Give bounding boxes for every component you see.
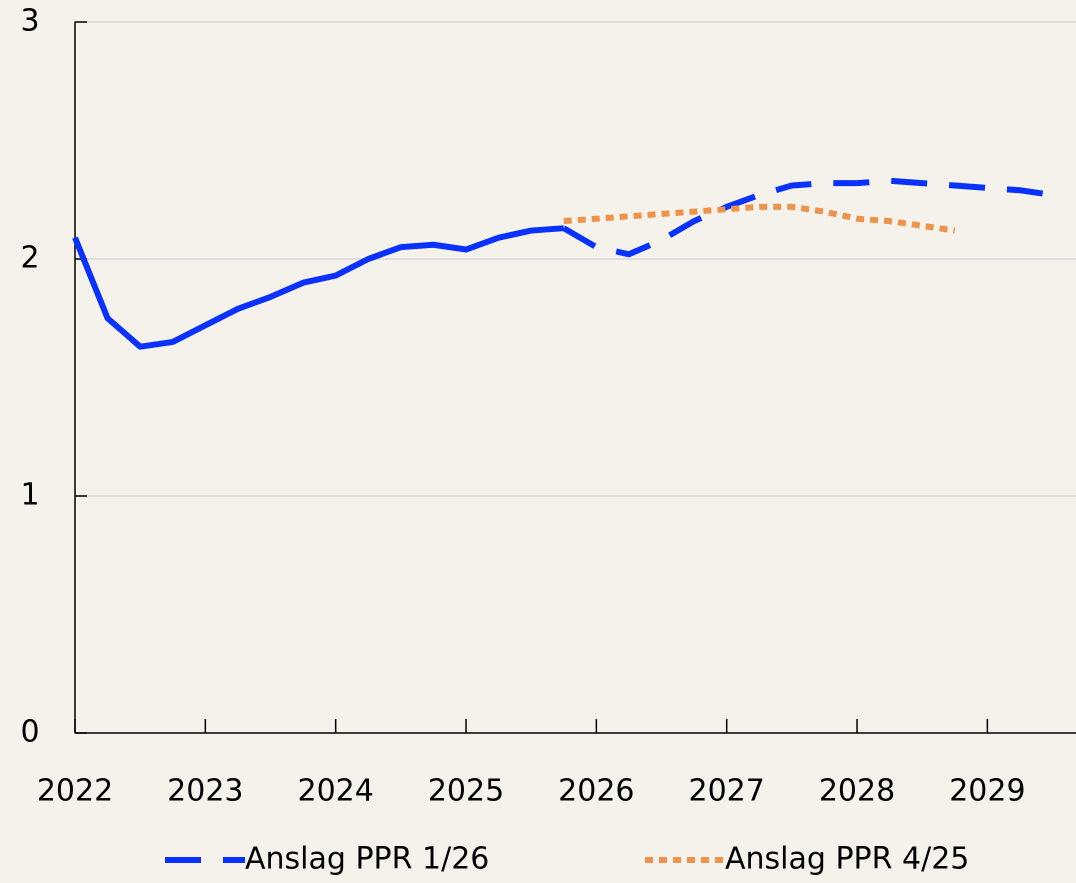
series-line: [563, 203, 956, 234]
x-tick-label: 2029: [949, 774, 1025, 809]
x-tick-label: 2025: [428, 774, 504, 809]
y-tick-label: 0: [20, 715, 39, 750]
y-tick-label: 3: [20, 4, 39, 39]
series-line: [72, 225, 564, 350]
x-tick-label: 2028: [819, 774, 895, 809]
legend-label: Anslag PPR 1/26: [245, 842, 489, 877]
x-tick-label: 2024: [297, 774, 373, 809]
y-tick-label: 1: [20, 478, 39, 513]
x-tick-label: 2027: [689, 774, 765, 809]
legend-label: Anslag PPR 4/25: [725, 842, 969, 877]
x-tick-label: 2022: [37, 774, 113, 809]
y-tick-label: 2: [20, 241, 39, 276]
x-tick-label: 2023: [167, 774, 243, 809]
series-line: [562, 177, 1053, 258]
x-tick-label: 2026: [558, 774, 634, 809]
